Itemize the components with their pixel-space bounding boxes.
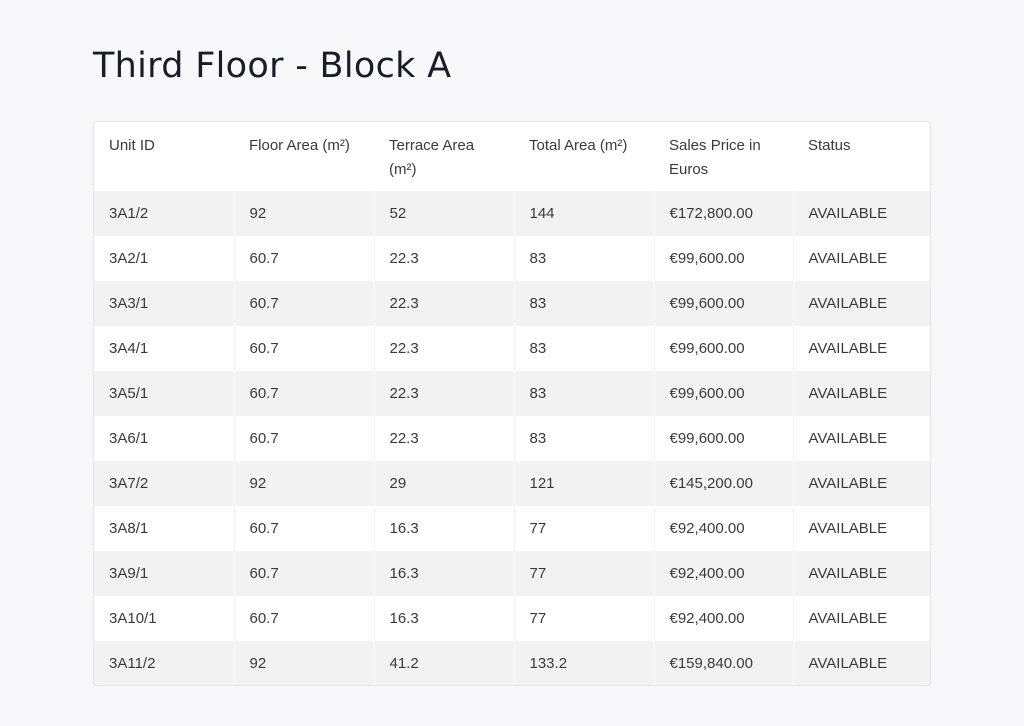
table-row: 3A2/1 60.7 22.3 83 €99,600.00 AVAILABLE xyxy=(94,236,930,281)
floor-area-cell: 60.7 xyxy=(233,416,374,461)
table-row: 3A9/1 60.7 16.3 77 €92,400.00 AVAILABLE xyxy=(94,551,930,596)
floor-area-cell: 60.7 xyxy=(233,506,374,551)
floor-area-cell: 60.7 xyxy=(233,236,374,281)
terrace-area-cell: 29 xyxy=(373,461,514,506)
status-cell: AVAILABLE xyxy=(792,326,930,371)
terrace-area-cell: 22.3 xyxy=(373,371,514,416)
sales-price-cell: €99,600.00 xyxy=(653,371,793,416)
unit-id-cell: 3A11/2 xyxy=(94,641,234,685)
header-unit-id: Unit ID xyxy=(94,122,234,191)
header-total-area: Total Area (m²) xyxy=(514,122,654,191)
status-cell: AVAILABLE xyxy=(792,596,930,641)
total-area-cell: 77 xyxy=(513,551,654,596)
table-header: Unit ID Floor Area (m²) Terrace Area (m²… xyxy=(94,122,930,191)
total-area-cell: 77 xyxy=(513,506,654,551)
floor-area-cell: 92 xyxy=(233,461,374,506)
floor-area-cell: 60.7 xyxy=(233,596,374,641)
floor-area-cell: 60.7 xyxy=(233,371,374,416)
table-row: 3A3/1 60.7 22.3 83 €99,600.00 AVAILABLE xyxy=(94,281,930,326)
header-terrace-area: Terrace Area (m²) xyxy=(374,122,514,191)
terrace-area-cell: 16.3 xyxy=(373,551,514,596)
unit-id-cell: 3A7/2 xyxy=(94,461,234,506)
total-area-cell: 83 xyxy=(513,281,654,326)
total-area-cell: 83 xyxy=(513,416,654,461)
floor-area-cell: 60.7 xyxy=(233,326,374,371)
terrace-area-cell: 22.3 xyxy=(373,416,514,461)
terrace-area-cell: 41.2 xyxy=(373,641,514,685)
table-row: 3A1/2 92 52 144 €172,800.00 AVAILABLE xyxy=(94,191,930,236)
sales-price-cell: €172,800.00 xyxy=(653,191,793,236)
table-row: 3A11/2 92 41.2 133.2 €159,840.00 AVAILABLE xyxy=(94,641,930,685)
total-area-cell: 77 xyxy=(513,596,654,641)
table-row: 3A7/2 92 29 121 €145,200.00 AVAILABLE xyxy=(94,461,930,506)
table-row: 3A8/1 60.7 16.3 77 €92,400.00 AVAILABLE xyxy=(94,506,930,551)
unit-id-cell: 3A1/2 xyxy=(94,191,234,236)
header-row: Unit ID Floor Area (m²) Terrace Area (m²… xyxy=(94,122,930,191)
unit-id-cell: 3A5/1 xyxy=(94,371,234,416)
table-row: 3A5/1 60.7 22.3 83 €99,600.00 AVAILABLE xyxy=(94,371,930,416)
unit-id-cell: 3A6/1 xyxy=(94,416,234,461)
sales-price-cell: €99,600.00 xyxy=(653,281,793,326)
total-area-cell: 133.2 xyxy=(513,641,654,685)
total-area-cell: 144 xyxy=(513,191,654,236)
status-cell: AVAILABLE xyxy=(792,551,930,596)
header-floor-area: Floor Area (m²) xyxy=(234,122,374,191)
floor-area-cell: 92 xyxy=(233,641,374,685)
sales-price-cell: €92,400.00 xyxy=(653,506,793,551)
sales-price-cell: €92,400.00 xyxy=(653,551,793,596)
header-sales-price: Sales Price in Euros xyxy=(654,122,793,191)
unit-id-cell: 3A10/1 xyxy=(94,596,234,641)
table-row: 3A4/1 60.7 22.3 83 €99,600.00 AVAILABLE xyxy=(94,326,930,371)
sales-price-cell: €145,200.00 xyxy=(653,461,793,506)
table-body: 3A1/2 92 52 144 €172,800.00 AVAILABLE 3A2/1 60.… xyxy=(94,191,930,685)
sales-price-cell: €99,600.00 xyxy=(653,236,793,281)
unit-id-cell: 3A3/1 xyxy=(94,281,234,326)
terrace-area-cell: 22.3 xyxy=(373,326,514,371)
sales-price-cell: €99,600.00 xyxy=(653,326,793,371)
units-table: Unit ID Floor Area (m²) Terrace Area (m²… xyxy=(94,122,930,685)
table-row: 3A6/1 60.7 22.3 83 €99,600.00 AVAILABLE xyxy=(94,416,930,461)
unit-id-cell: 3A8/1 xyxy=(94,506,234,551)
terrace-area-cell: 22.3 xyxy=(373,236,514,281)
sales-price-cell: €99,600.00 xyxy=(653,416,793,461)
terrace-area-cell: 16.3 xyxy=(373,506,514,551)
unit-id-cell: 3A2/1 xyxy=(94,236,234,281)
sales-price-cell: €92,400.00 xyxy=(653,596,793,641)
status-cell: AVAILABLE xyxy=(792,236,930,281)
total-area-cell: 83 xyxy=(513,371,654,416)
status-cell: AVAILABLE xyxy=(792,416,930,461)
page-title: Third Floor - Block A xyxy=(93,46,452,86)
table-row: 3A10/1 60.7 16.3 77 €92,400.00 AVAILABLE xyxy=(94,596,930,641)
units-table-container: Unit ID Floor Area (m²) Terrace Area (m²… xyxy=(93,121,931,686)
unit-id-cell: 3A4/1 xyxy=(94,326,234,371)
status-cell: AVAILABLE xyxy=(792,371,930,416)
header-status: Status xyxy=(793,122,930,191)
floor-area-cell: 92 xyxy=(233,191,374,236)
status-cell: AVAILABLE xyxy=(792,191,930,236)
terrace-area-cell: 16.3 xyxy=(373,596,514,641)
floor-area-cell: 60.7 xyxy=(233,281,374,326)
status-cell: AVAILABLE xyxy=(792,506,930,551)
sales-price-cell: €159,840.00 xyxy=(653,641,793,685)
floor-area-cell: 60.7 xyxy=(233,551,374,596)
status-cell: AVAILABLE xyxy=(792,281,930,326)
total-area-cell: 83 xyxy=(513,326,654,371)
unit-id-cell: 3A9/1 xyxy=(94,551,234,596)
status-cell: AVAILABLE xyxy=(792,461,930,506)
terrace-area-cell: 52 xyxy=(373,191,514,236)
total-area-cell: 121 xyxy=(513,461,654,506)
terrace-area-cell: 22.3 xyxy=(373,281,514,326)
total-area-cell: 83 xyxy=(513,236,654,281)
status-cell: AVAILABLE xyxy=(792,641,930,685)
